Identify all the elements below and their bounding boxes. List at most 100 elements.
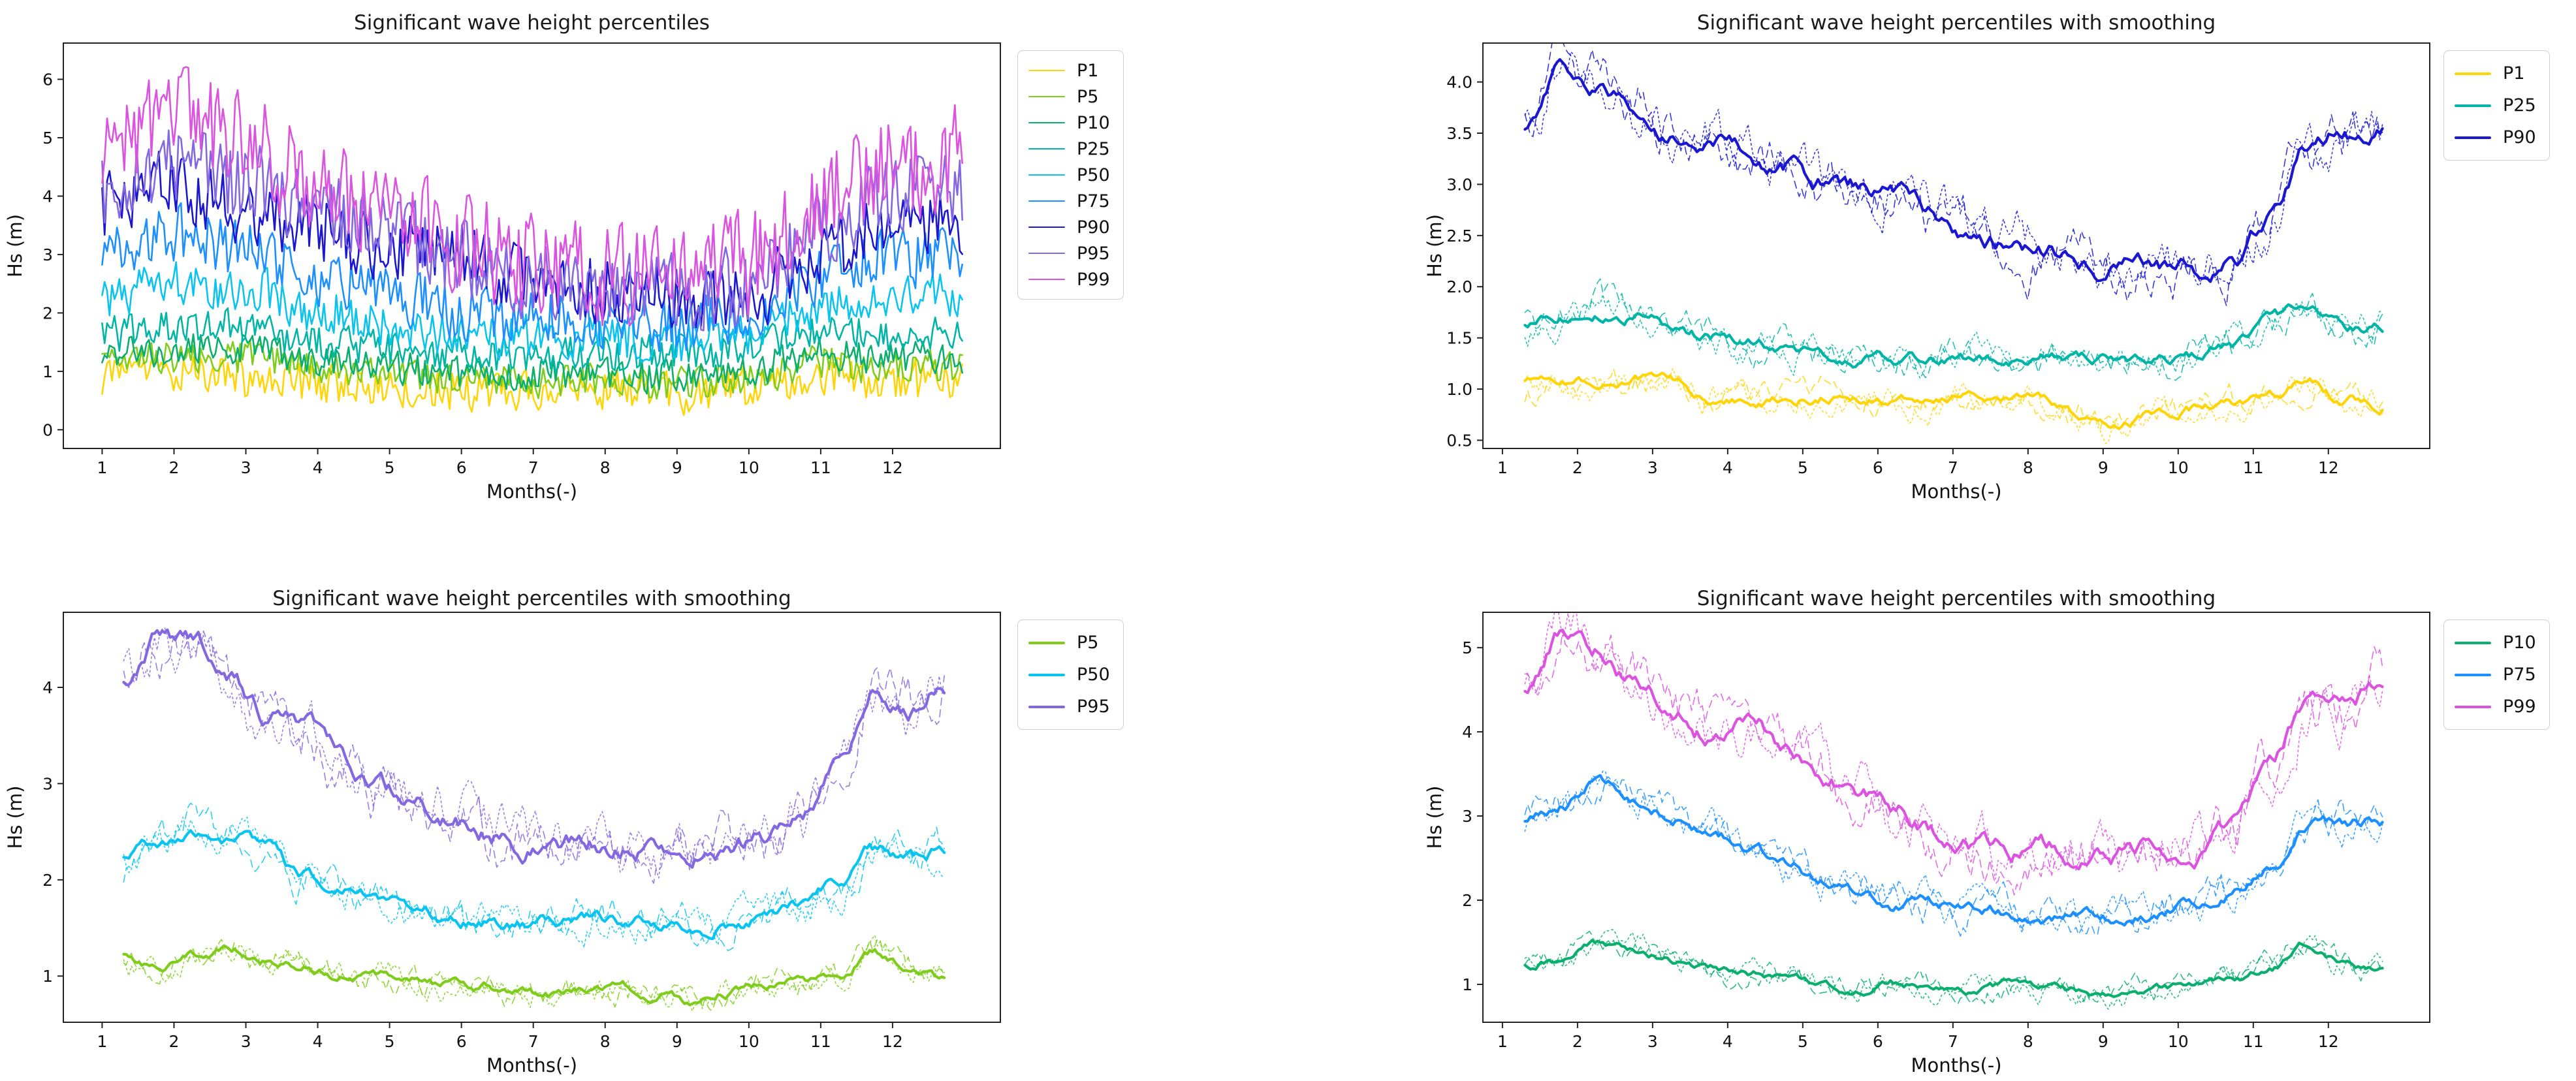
subplot-bottom-right: Significant wave height percentiles with… <box>1288 540 2576 1081</box>
x-tick-label: 8 <box>600 458 611 477</box>
series-P25-solid <box>101 307 963 373</box>
series-P50-dotted <box>123 817 945 948</box>
legend-item: P25 <box>2455 89 2536 121</box>
x-tick-label: 10 <box>739 458 759 477</box>
series-lines <box>101 66 963 416</box>
x-tick-label: 5 <box>385 458 395 477</box>
legend-label: P50 <box>1077 164 1110 185</box>
x-tick-label: 9 <box>2098 1032 2108 1051</box>
y-tick-label: 2 <box>42 871 53 890</box>
legend-item: P1 <box>2455 57 2536 89</box>
legend-label: P5 <box>1077 86 1099 107</box>
legend-line-swatch <box>1028 252 1065 255</box>
legend-label: P95 <box>1077 697 1110 717</box>
series-P95-solid <box>122 628 946 869</box>
legend-label: P5 <box>1077 633 1099 653</box>
series-P50-solid <box>122 829 946 941</box>
series-lines <box>1523 43 2384 445</box>
x-tick-label: 7 <box>1948 1032 1958 1051</box>
legend-item: P75 <box>2455 659 2536 691</box>
legend-label: P50 <box>1077 665 1110 685</box>
x-tick-label: 12 <box>882 458 903 477</box>
y-ticks: 1 2 3 4 <box>42 678 63 986</box>
x-tick-label: 2 <box>169 1032 180 1051</box>
y-tick-label: 3.5 <box>1446 124 1472 143</box>
x-tick-label: 7 <box>528 458 539 477</box>
x-tick-label: 4 <box>1723 458 1733 477</box>
x-tick-label: 3 <box>1647 458 1658 477</box>
x-tick-label: 9 <box>672 1032 682 1051</box>
chart-title: Significant wave height percentiles with… <box>272 587 791 610</box>
legend-line-swatch <box>1028 705 1065 708</box>
x-tick-label: 1 <box>97 458 107 477</box>
legend-label: P90 <box>1077 217 1110 238</box>
x-tick-label: 1 <box>1497 1032 1508 1051</box>
legend-line-swatch <box>1028 95 1065 98</box>
x-tick-label: 1 <box>97 1032 107 1051</box>
x-tick-label: 5 <box>1798 458 1808 477</box>
legend: P1 P5 P10 P25 P50 P75 P90 P95 P99 <box>1017 50 1124 300</box>
y-tick-label: 3 <box>42 245 53 264</box>
x-tick-label: 6 <box>456 458 467 477</box>
legend: P1 P25 P90 <box>2443 50 2550 161</box>
x-tick-label: 11 <box>2243 458 2264 477</box>
y-tick-label: 5 <box>1462 638 1472 657</box>
x-tick-label: 12 <box>2318 1032 2339 1051</box>
chart-canvas-1: 1 2 3 4 5 6 7 8 9 10 11 120.51.01.52.02.53.03.54.0M… <box>1423 42 2430 503</box>
legend-line-swatch <box>2455 72 2491 75</box>
legend-item: P10 <box>1028 110 1110 136</box>
x-tick-label: 4 <box>313 458 323 477</box>
series-P10-dashed <box>1524 930 2383 1005</box>
legend-line-swatch <box>1028 641 1065 644</box>
legend-label: P95 <box>1077 243 1110 264</box>
y-tick-label: 2.0 <box>1446 277 1472 296</box>
y-tick-label: 2.5 <box>1446 227 1472 245</box>
x-ticks: 1 2 3 4 5 6 7 8 9 10 11 12 <box>1497 1022 2339 1051</box>
y-tick-label: 1 <box>42 362 53 381</box>
legend-line-swatch <box>2455 673 2491 676</box>
legend-item: P1 <box>1028 57 1110 84</box>
legend-label: P99 <box>1077 269 1110 290</box>
x-tick-label: 7 <box>1948 458 1958 477</box>
plot-border <box>1482 612 2430 1023</box>
x-tick-label: 9 <box>2098 458 2108 477</box>
x-tick-label: 5 <box>385 1032 395 1051</box>
x-tick-label: 6 <box>1873 458 1883 477</box>
series-P25-dotted <box>1524 294 2383 379</box>
legend-line-swatch <box>1028 200 1065 202</box>
legend-item: P75 <box>1028 188 1110 214</box>
legend-item: P99 <box>2455 691 2536 723</box>
legend-item: P10 <box>2455 627 2536 659</box>
y-tick-label: 1.5 <box>1446 329 1472 348</box>
x-tick-label: 6 <box>1873 1032 1883 1051</box>
legend-item: P90 <box>2455 121 2536 153</box>
legend-label: P10 <box>1077 112 1110 133</box>
x-tick-label: 2 <box>1572 458 1583 477</box>
x-tick-label: 2 <box>1572 1032 1583 1051</box>
subplot-top-right: Significant wave height percentiles with… <box>1288 0 2576 540</box>
x-tick-label: 8 <box>600 1032 611 1051</box>
legend-line-swatch <box>2455 136 2491 139</box>
x-axis-label: Months(-) <box>1911 1054 2001 1076</box>
x-tick-label: 10 <box>2168 458 2189 477</box>
legend-item: P99 <box>1028 266 1110 292</box>
y-tick-label: 1 <box>42 967 53 986</box>
series-P99-dashed <box>1524 630 2383 896</box>
x-tick-label: 9 <box>672 458 682 477</box>
series-P95-dashed <box>123 630 945 884</box>
x-tick-label: 6 <box>456 1032 467 1051</box>
x-ticks: 1 2 3 4 5 6 7 8 9 10 11 12 <box>1497 448 2339 477</box>
x-ticks: 1 2 3 4 5 6 7 8 9 10 11 12 <box>97 1022 903 1051</box>
legend-label: P75 <box>2503 665 2536 685</box>
legend-line-swatch <box>1028 278 1065 281</box>
legend-line-swatch <box>2455 705 2491 708</box>
plot-border <box>63 42 1001 449</box>
x-axis-label: Months(-) <box>1911 480 2001 503</box>
x-tick-label: 1 <box>1497 458 1508 477</box>
legend-item: P5 <box>1028 84 1110 110</box>
series-P50-dashed <box>123 802 945 951</box>
plot-border <box>63 612 1001 1023</box>
